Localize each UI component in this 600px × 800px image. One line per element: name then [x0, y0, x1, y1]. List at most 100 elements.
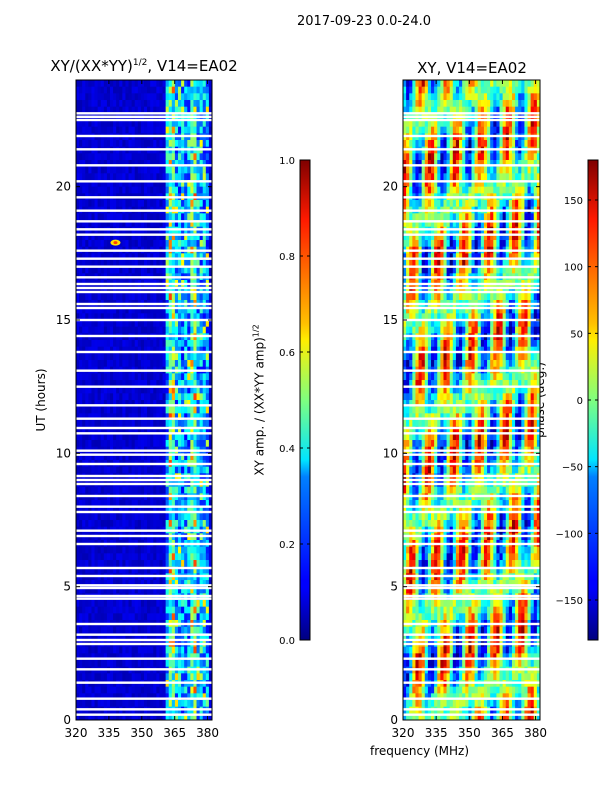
- heatmap-cell: [199, 360, 204, 367]
- heatmap-cell: [88, 240, 92, 247]
- heatmap-cell: [202, 120, 207, 127]
- heatmap-cell: [156, 220, 160, 227]
- heatmap-cell: [79, 260, 83, 267]
- heatmap-cell: [137, 700, 142, 707]
- heatmap-cell: [403, 286, 407, 294]
- heatmap-cell: [193, 453, 197, 461]
- heatmap-cell: [137, 386, 142, 394]
- heatmap-cell: [100, 180, 105, 187]
- heatmap-cell: [162, 393, 166, 401]
- heatmap-cell: [140, 220, 145, 227]
- heatmap-cell: [415, 120, 419, 127]
- heatmap-cell: [156, 186, 160, 194]
- heatmap-cell: [140, 200, 145, 207]
- heatmap-cell: [128, 100, 132, 107]
- heatmap-cell: [128, 513, 132, 521]
- heatmap-cell: [415, 80, 419, 87]
- heatmap-cell: [97, 180, 102, 187]
- heatmap-cell: [113, 700, 117, 707]
- heatmap-cell: [137, 200, 142, 207]
- heatmap-cell: [110, 200, 114, 207]
- heatmap-cell: [144, 140, 148, 147]
- heatmap-cell: [94, 353, 98, 361]
- heatmap-cell: [150, 320, 154, 327]
- heatmap-cell: [190, 673, 194, 681]
- heatmap-cell: [412, 520, 416, 527]
- heatmap-cell: [156, 673, 160, 681]
- heatmap-cell: [140, 260, 145, 267]
- heatmap-cell: [409, 100, 413, 107]
- heatmap-cell: [119, 686, 123, 694]
- heatmap-cell: [88, 373, 92, 381]
- heatmap-cell: [144, 253, 148, 261]
- heatmap-cell: [128, 126, 132, 134]
- heatmap-cell: [131, 326, 136, 334]
- heatmap-cell: [190, 166, 194, 174]
- heatmap-cell: [168, 126, 173, 134]
- heatmap-cell: [156, 520, 160, 527]
- heatmap-cell: [403, 506, 407, 514]
- heatmap-cell: [122, 346, 126, 354]
- heatmap-cell: [91, 560, 95, 567]
- heatmap-cell: [174, 420, 179, 427]
- heatmap-cell: [174, 286, 179, 294]
- heatmap-cell: [196, 580, 200, 587]
- heatmap-cell: [94, 140, 98, 147]
- heatmap-cell: [199, 506, 204, 514]
- heatmap-cell: [208, 546, 213, 554]
- heatmap-cell: [150, 433, 154, 441]
- heatmap-cell: [85, 340, 89, 347]
- heatmap-cell: [116, 453, 120, 461]
- heatmap-cell: [208, 260, 213, 267]
- heatmap-cell: [85, 240, 89, 247]
- heatmap-cell: [113, 166, 117, 174]
- heatmap-cell: [76, 606, 80, 614]
- heatmap-cell: [174, 80, 179, 87]
- heatmap-cell: [97, 93, 102, 101]
- heatmap-cell: [100, 340, 105, 347]
- heatmap-cell: [113, 233, 117, 241]
- heatmap-cell: [122, 700, 126, 707]
- heatmap-cell: [421, 266, 426, 274]
- heatmap-cell: [85, 433, 89, 441]
- heatmap-cell: [140, 306, 145, 314]
- heatmap-cell: [113, 566, 117, 574]
- heatmap-cell: [196, 153, 200, 161]
- heatmap-cell: [85, 420, 89, 427]
- heatmap-cell: [187, 653, 191, 661]
- heatmap-cell: [406, 373, 410, 381]
- heatmap-cell: [128, 653, 132, 661]
- heatmap-cell: [421, 200, 426, 207]
- heatmap-cell: [202, 353, 207, 361]
- heatmap-cell: [190, 613, 194, 621]
- heatmap-cell: [103, 553, 108, 561]
- heatmap-cell: [403, 406, 407, 414]
- heatmap-cell: [144, 233, 148, 241]
- heatmap-cell: [97, 353, 102, 361]
- heatmap-cell: [412, 373, 416, 381]
- heatmap-cell: [208, 566, 213, 574]
- heatmap-cell: [199, 653, 204, 661]
- heatmap-cell: [156, 86, 160, 94]
- heatmap-cell: [113, 386, 117, 394]
- heatmap-cell: [147, 86, 151, 94]
- heatmap-cell: [168, 286, 173, 294]
- heatmap-cell: [202, 153, 207, 161]
- heatmap-cell: [421, 286, 426, 294]
- heatmap-cell: [171, 353, 176, 361]
- heatmap-cell: [100, 106, 105, 114]
- heatmap-cell: [159, 506, 163, 514]
- heatmap-cell: [415, 546, 419, 554]
- heatmap-cell: [144, 173, 148, 181]
- heatmap-cell: [421, 506, 426, 514]
- heatmap-cell: [156, 313, 160, 321]
- heatmap-cell: [199, 186, 204, 194]
- heatmap-cell: [153, 160, 157, 167]
- heatmap-cell: [125, 673, 129, 681]
- heatmap-cell: [424, 453, 429, 461]
- heatmap-cell: [103, 413, 108, 421]
- heatmap-cell: [409, 393, 413, 401]
- heatmap-cell: [134, 553, 139, 561]
- heatmap-cell: [406, 380, 410, 387]
- heatmap-cell: [418, 606, 422, 614]
